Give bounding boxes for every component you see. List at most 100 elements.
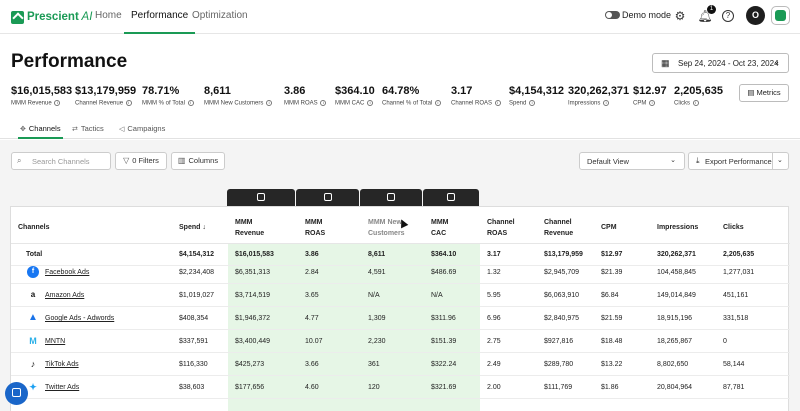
nav-performance[interactable]: Performance bbox=[124, 0, 196, 34]
table-row[interactable]: f Facebook Ads $2,234,408 $6,351,313 2.8… bbox=[11, 261, 790, 284]
info-icon[interactable]: i bbox=[529, 100, 536, 106]
header-cpm[interactable]: CPM bbox=[601, 224, 617, 231]
view-select[interactable]: Default View ⌄ bbox=[579, 152, 685, 170]
metric-label: Impressions bbox=[568, 100, 601, 107]
table-row[interactable]: ✦ Twitter Ads $38,603 $177,656 4.60 120 … bbox=[11, 376, 790, 399]
metric-value: 320,262,371 bbox=[568, 85, 630, 97]
tab-campaigns[interactable]: ◁ Campaigns bbox=[119, 120, 165, 139]
campaigns-icon: ◁ bbox=[119, 126, 125, 133]
channel-link[interactable]: MNTN bbox=[45, 338, 66, 345]
cell-cpm: $21.39 bbox=[601, 269, 623, 276]
cell-clicks: 2,205,635 bbox=[723, 251, 755, 258]
info-icon[interactable]: i bbox=[54, 100, 61, 106]
toggle-switch[interactable] bbox=[605, 11, 620, 19]
table-row[interactable]: a Amazon Ads $1,019,027 $3,714,519 3.65 … bbox=[11, 284, 790, 307]
nav-home[interactable]: Home bbox=[95, 10, 122, 21]
channel-link[interactable]: TikTok Ads bbox=[45, 361, 79, 368]
info-icon[interactable]: i bbox=[692, 100, 699, 106]
cell-cac: $311.96 bbox=[431, 315, 456, 322]
info-icon[interactable]: i bbox=[320, 100, 327, 106]
channel-link[interactable]: Twitter Ads bbox=[45, 384, 80, 391]
cell-mmm-roas: 4.60 bbox=[305, 384, 319, 391]
metric-value: 3.86 bbox=[284, 85, 306, 97]
user-avatar[interactable]: O bbox=[746, 6, 765, 25]
cell-spend: $38,603 bbox=[179, 384, 205, 391]
table-row[interactable]: ▲ Google Ads - Adwords $408,354 $1,946,3… bbox=[11, 307, 790, 330]
demo-mode-toggle[interactable]: Demo mode bbox=[605, 10, 671, 20]
header-mmm-cac[interactable]: MMM CAC bbox=[431, 219, 449, 237]
cell-new-customers: N/A bbox=[368, 292, 380, 299]
cell-mmm-revenue: $177,656 bbox=[235, 384, 265, 391]
info-icon[interactable]: i bbox=[187, 100, 194, 106]
mntn-icon: M bbox=[27, 335, 39, 347]
columns-label: Columns bbox=[188, 156, 219, 165]
chevron-down-icon[interactable]: ⌄ bbox=[777, 157, 783, 164]
gear-icon[interactable]: ⚙ bbox=[674, 9, 686, 23]
nav-optimization[interactable]: Optimization bbox=[192, 10, 248, 21]
header-mmm-roas[interactable]: MMM ROAS bbox=[305, 219, 326, 237]
metric-channel-roas: 3.17 Channel ROAS i bbox=[451, 85, 501, 107]
mmm-group-tab[interactable] bbox=[423, 189, 479, 206]
columns-button[interactable]: ▥ Columns bbox=[171, 152, 225, 170]
info-icon[interactable]: i bbox=[266, 100, 273, 106]
logo-ai-text: AI bbox=[78, 11, 93, 23]
metric-label: Channel % of Total bbox=[382, 100, 433, 107]
search-placeholder: Search Channels bbox=[32, 157, 90, 166]
metric-mmm-new-customers: 8,611 MMM New Customers i bbox=[204, 85, 273, 107]
cell-channel-revenue: $927,816 bbox=[544, 338, 574, 345]
brand-avatar[interactable] bbox=[771, 6, 790, 25]
header-mmm-new-customers[interactable]: MMM New Customers bbox=[368, 219, 405, 237]
search-input[interactable]: ⌕ Search Channels bbox=[11, 152, 111, 170]
mmm-group-tab[interactable] bbox=[227, 189, 295, 206]
metric-mmm-pct-total: 78.71% MMM % of Total i bbox=[142, 85, 194, 107]
cell-cpm: $6.84 bbox=[601, 292, 619, 299]
filters-label: 0 Filters bbox=[132, 156, 159, 165]
cell-mmm-revenue: $1,946,372 bbox=[235, 315, 271, 322]
channels-icon: ✥ bbox=[20, 126, 26, 133]
metric-label: MMM Revenue bbox=[11, 100, 52, 107]
info-icon[interactable]: i bbox=[434, 100, 441, 106]
info-icon[interactable]: i bbox=[367, 100, 374, 106]
brand-icon bbox=[775, 10, 786, 21]
mmm-group-tab[interactable] bbox=[296, 189, 359, 206]
date-range-picker[interactable]: ▦ Sep 24, 2024 - Oct 23, 2024 ⌄ bbox=[652, 53, 789, 73]
help-icon[interactable]: ? bbox=[722, 10, 734, 22]
prescient-logo[interactable]: Prescient AI bbox=[11, 9, 92, 25]
metrics-button[interactable]: ▤ Metrics bbox=[739, 84, 789, 102]
divider bbox=[772, 153, 773, 169]
metric-value: 8,611 bbox=[204, 85, 231, 97]
cell-mmm-roas: 3.66 bbox=[305, 361, 319, 368]
table-row[interactable]: M MNTN $337,591 $3,400,449 10.07 2,230 $… bbox=[11, 330, 790, 353]
metric-value: $16,015,583 bbox=[11, 85, 73, 97]
header-channel-revenue[interactable]: Channel Revenue bbox=[544, 219, 574, 237]
header-spend[interactable]: Spend ↓ bbox=[179, 224, 206, 231]
info-icon[interactable]: i bbox=[494, 100, 501, 106]
info-icon[interactable]: i bbox=[649, 100, 656, 106]
header-clicks[interactable]: Clicks bbox=[723, 224, 744, 231]
cell-spend: $4,154,312 bbox=[179, 251, 215, 258]
header-channel-roas[interactable]: Channel ROAS bbox=[487, 219, 515, 237]
cell-spend: $408,354 bbox=[179, 315, 209, 322]
filters-button[interactable]: ▽ 0 Filters bbox=[115, 152, 167, 170]
metric-cpm: $12.97 CPM i bbox=[633, 85, 667, 107]
cell-new-customers: 2,230 bbox=[368, 338, 386, 345]
header-impressions[interactable]: Impressions bbox=[657, 224, 699, 231]
table-row[interactable]: ♪ TikTok Ads $116,330 $425,273 3.66 361 … bbox=[11, 353, 790, 376]
metric-mmm-revenue: $16,015,583 MMM Revenue i bbox=[11, 85, 72, 107]
header-channels[interactable]: Channels bbox=[18, 224, 50, 231]
cell-cac: N/A bbox=[431, 292, 443, 299]
cell-channel-roas: 2.75 bbox=[487, 338, 501, 345]
info-icon[interactable]: i bbox=[125, 100, 132, 106]
info-icon[interactable]: i bbox=[603, 100, 610, 106]
channel-link[interactable]: Google Ads - Adwords bbox=[45, 315, 115, 322]
view-select-value: Default View bbox=[587, 157, 629, 166]
header-mmm-revenue[interactable]: MMM Revenue bbox=[235, 219, 265, 237]
mmm-group-tab[interactable] bbox=[360, 189, 422, 206]
channel-link[interactable]: Amazon Ads bbox=[45, 292, 85, 299]
export-button[interactable]: ⤓ Export Performance ⌄ bbox=[688, 152, 789, 170]
tab-tactics[interactable]: ⇄ Tactics bbox=[72, 120, 104, 139]
channel-link[interactable]: Facebook Ads bbox=[45, 269, 90, 276]
chat-support-button[interactable] bbox=[5, 382, 28, 405]
tab-channels[interactable]: ✥ Channels bbox=[18, 120, 63, 139]
cell-clicks: 1,277,031 bbox=[723, 269, 755, 276]
